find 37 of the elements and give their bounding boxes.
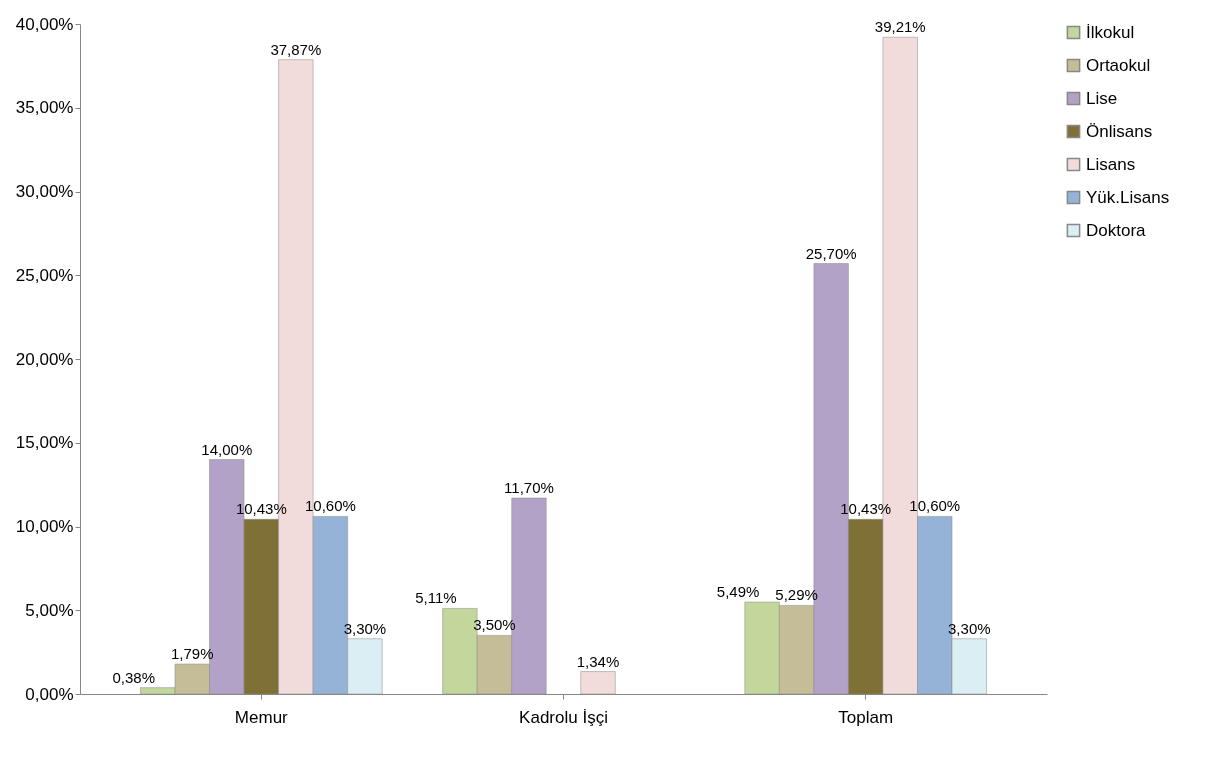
legend-label: İlkokul [1086,22,1135,42]
y-tick-label: 10,00% [15,517,74,536]
y-tick-label: 15,00% [15,433,74,453]
data-label: 1,34% [576,652,620,670]
x-tick-label: Kadrolu İşçi [519,707,608,727]
data-label: 3,30% [343,619,387,637]
legend-label: Ortaokul [1086,55,1151,75]
data-label: 1,79% [170,645,214,663]
data-label: 10,60% [909,497,961,515]
legend-label: Lisans [1086,154,1136,174]
x-tick-label: Memur [234,707,289,727]
data-label: 39,21% [874,18,926,36]
legend-label: Doktora [1086,220,1147,240]
data-label: 37,87% [270,40,322,58]
x-tick-label: Toplam [838,707,894,727]
y-tick-label: 40,00% [15,14,74,34]
data-label: 14,00% [201,440,253,458]
data-label: 3,30% [948,619,991,637]
legend-label: Yük.Lisans [1086,187,1170,207]
data-label: 10,43% [840,500,892,518]
data-label: 10,43% [235,500,287,518]
data-label: 11,70% [504,479,554,497]
data-label: 5,29% [775,586,818,604]
y-tick-label: 5,00% [25,600,74,620]
y-tick-label: 30,00% [15,182,74,201]
y-tick-label: 35,00% [15,98,74,118]
data-label: 5,49% [716,583,760,601]
y-tick-label: 20,00% [15,349,74,369]
data-label: 3,50% [473,616,516,634]
y-tick-label: 25,00% [15,265,74,285]
legend-label: Önlisans [1086,121,1153,141]
data-label: 5,11% [415,589,457,607]
y-tick-label: 0,00% [25,684,74,704]
data-label: 10,60% [304,497,356,515]
data-label: 0,38% [112,668,155,686]
legend-label: Lise [1086,88,1118,108]
data-label: 25,70% [805,244,857,262]
